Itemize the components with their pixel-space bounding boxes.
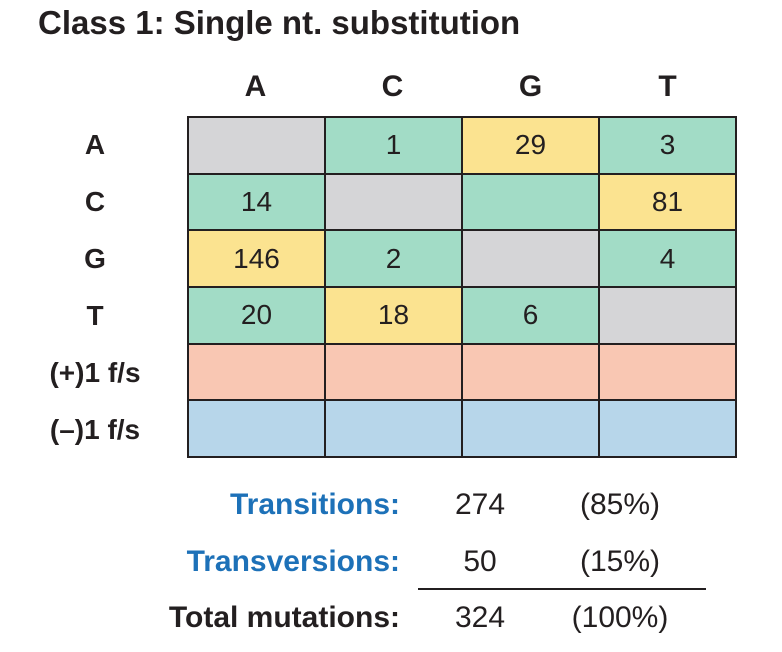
column-header-t: T <box>658 70 677 103</box>
cell-c-to-t: 81 <box>600 174 737 232</box>
cell-t-to-g: 6 <box>463 288 600 345</box>
transversions-percent: (15%) <box>579 545 661 578</box>
cell-t-to-a: 20 <box>189 288 326 345</box>
row-header-minus-frameshift: (–)1 f/s <box>49 414 141 445</box>
cell-t-to-c: 18 <box>326 288 463 345</box>
cell-a-to-c: 1 <box>326 118 463 175</box>
cell-a-to-t: 3 <box>600 118 737 175</box>
cell-c-to-a: 14 <box>189 174 326 232</box>
column-header-c: C <box>381 70 404 103</box>
total-mutations-percent: (100%) <box>571 601 669 634</box>
cell-minus-frameshift-c <box>326 401 463 458</box>
column-header-a: A <box>244 70 267 103</box>
cell-plus-frameshift-t <box>600 344 737 402</box>
cell-c-to-c <box>326 174 463 232</box>
transitions-label: Transitions: <box>229 488 400 521</box>
cell-a-to-a <box>189 118 326 175</box>
row-header-c: C <box>84 186 106 217</box>
cell-c-to-g <box>463 174 600 232</box>
cell-g-to-a: 146 <box>189 231 326 288</box>
cell-g-to-c: 2 <box>326 231 463 288</box>
transitions-count: 274 <box>454 488 506 521</box>
transversions-label: Transversions: <box>186 545 400 578</box>
total-mutations-count: 324 <box>454 601 506 634</box>
cell-g-to-t: 4 <box>600 231 737 288</box>
cell-minus-frameshift-t <box>600 401 737 458</box>
cell-a-to-g: 29 <box>463 118 600 175</box>
transversions-count: 50 <box>463 545 497 578</box>
row-header-a: A <box>84 129 106 160</box>
diagram-title: Class 1: Single nt. substitution <box>38 4 521 41</box>
substitution-matrix: 1 29 3 14 81 146 2 4 20 18 6 <box>187 116 737 458</box>
row-header-t: T <box>86 300 104 331</box>
cell-minus-frameshift-a <box>189 401 326 458</box>
transitions-percent: (85%) <box>579 488 661 521</box>
total-mutations-label: Total mutations: <box>168 601 400 634</box>
column-header-g: G <box>518 70 543 103</box>
row-header-plus-frameshift: (+)1 f/s <box>49 357 141 388</box>
cell-plus-frameshift-g <box>463 344 600 402</box>
cell-plus-frameshift-a <box>189 344 326 402</box>
row-header-g: G <box>84 243 106 274</box>
summary-divider <box>418 588 706 590</box>
cell-g-to-g <box>463 231 600 288</box>
cell-t-to-t <box>600 288 737 345</box>
cell-minus-frameshift-g <box>463 401 600 458</box>
cell-plus-frameshift-c <box>326 344 463 402</box>
